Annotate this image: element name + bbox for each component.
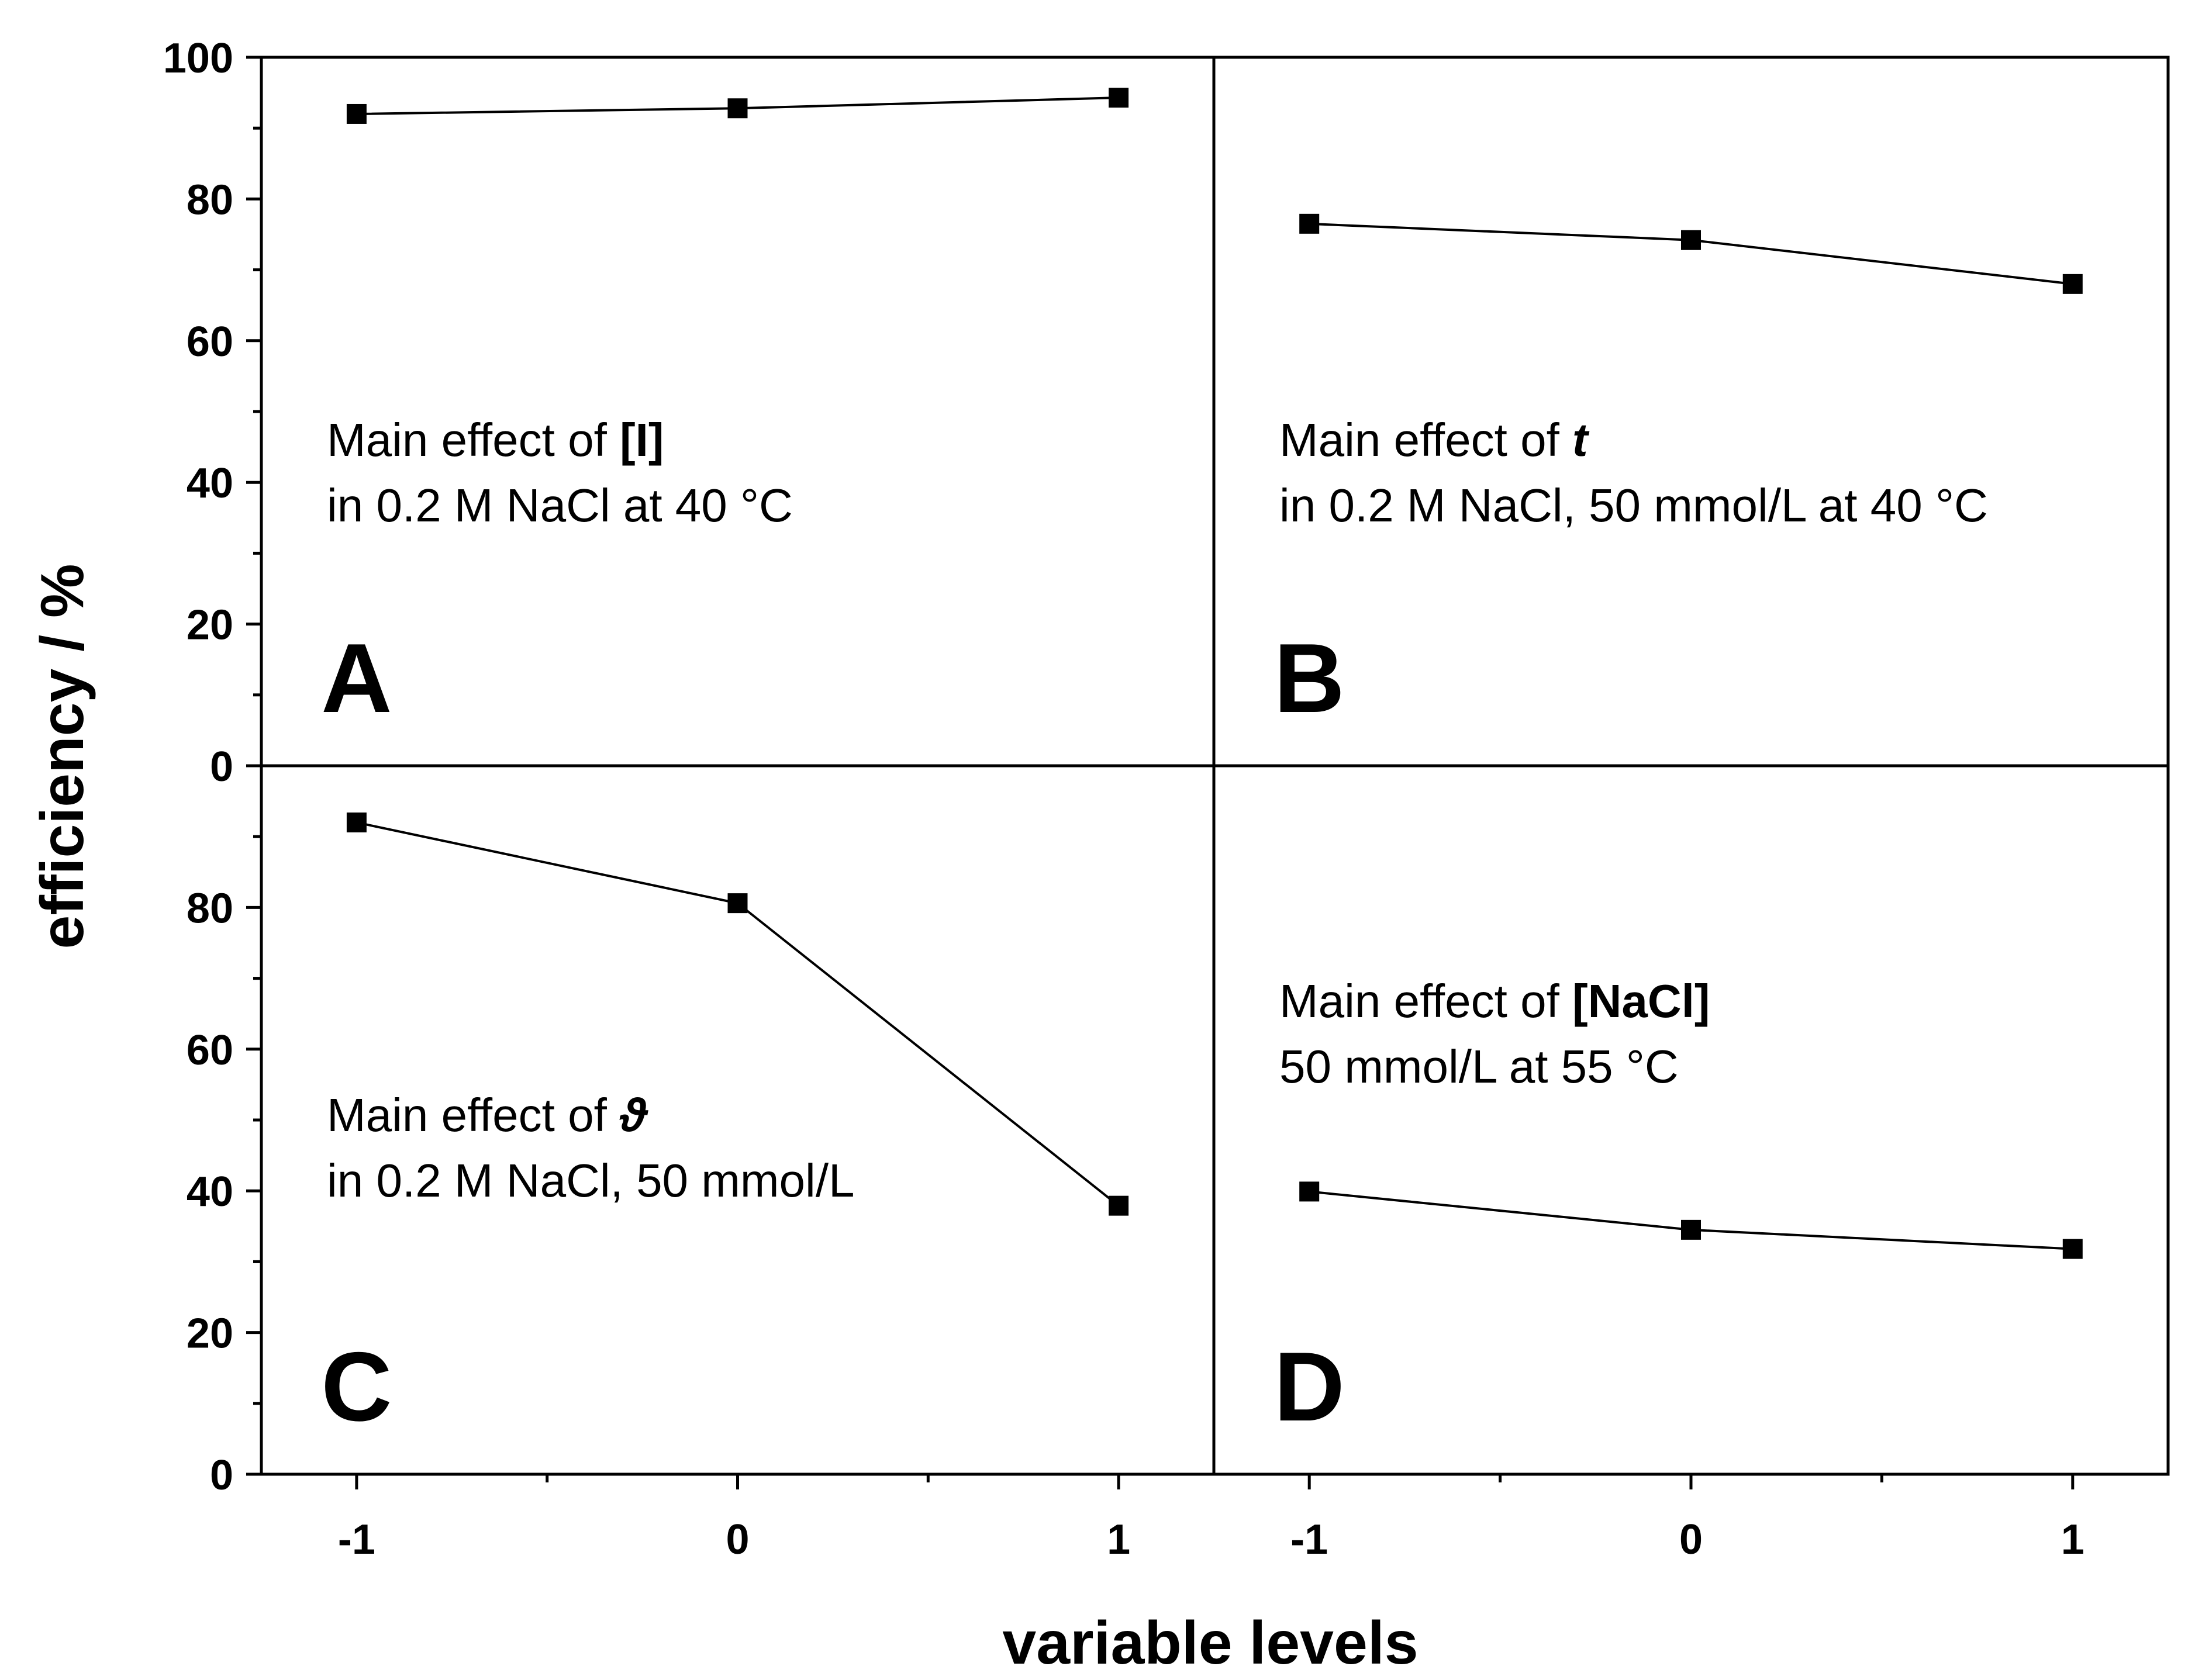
data-point-c-0 xyxy=(727,893,748,914)
annotation-title-a: Main effect of [I] xyxy=(327,414,664,466)
data-point-a-0 xyxy=(727,98,748,119)
annotation-title-b: Main effect of t xyxy=(1279,414,1590,466)
annotation-prefix: Main effect of xyxy=(1279,975,1572,1027)
data-point-b-1 xyxy=(2062,274,2083,294)
panel-letter-d: D xyxy=(1274,1332,1345,1442)
y-tick-label-top-80: 80 xyxy=(187,177,233,223)
axes-layer: 0 20 40 60 80 100 0 20 40 60 80 -1 0 1 -1 0 1 xyxy=(163,35,2170,1563)
data-point-b-0 xyxy=(1681,230,1701,250)
annotation-prefix: Main effect of xyxy=(327,414,620,466)
data-point-d--1 xyxy=(1299,1181,1320,1202)
x-tick-label-left--1: -1 xyxy=(338,1516,375,1563)
annotation-condition-d: 50 mmol/L at 55 °C xyxy=(1279,1041,1679,1093)
annotation-condition-a: in 0.2 M NaCl at 40 °C xyxy=(327,479,793,531)
panel-c xyxy=(346,812,1129,1216)
panel-a xyxy=(346,88,1129,124)
y-tick-label-bottom-20: 20 xyxy=(187,1311,233,1357)
panel-letter-c: C xyxy=(321,1332,392,1442)
y-tick-label-top-20: 20 xyxy=(187,602,233,649)
y-tick-label-top-0: 0 xyxy=(210,744,233,790)
panel-letter-b: B xyxy=(1274,623,1345,733)
x-tick-label-right--1: -1 xyxy=(1290,1516,1328,1563)
x-tick-label-left-1: 1 xyxy=(1107,1516,1130,1563)
panel-d xyxy=(1299,1181,2083,1259)
annotation-variable: [I] xyxy=(620,414,664,466)
x-tick-label-right-0: 0 xyxy=(1679,1516,1703,1563)
annotation-prefix: Main effect of xyxy=(1279,414,1572,466)
annotation-condition-b: in 0.2 M NaCl, 50 mmol/L at 40 °C xyxy=(1279,479,1988,531)
data-point-d-0 xyxy=(1681,1219,1701,1240)
y-tick-label-top-60: 60 xyxy=(187,319,233,365)
panel-b xyxy=(1299,213,2083,294)
y-tick-label-bottom-80: 80 xyxy=(187,885,233,932)
series-layer xyxy=(346,88,2083,1259)
annotation-variable: ϑ xyxy=(619,1089,648,1141)
y-tick-label-bottom-60: 60 xyxy=(187,1027,233,1074)
annotation-prefix: Main effect of xyxy=(327,1089,620,1141)
data-point-d-1 xyxy=(2062,1239,2083,1259)
y-tick-label-top-100: 100 xyxy=(163,35,233,82)
annotation-title-d: Main effect of [NaCl] xyxy=(1279,975,1710,1027)
text-layer: A Main effect of [I] in 0.2 M NaCl at 40 °… xyxy=(321,414,1987,1442)
data-point-a-1 xyxy=(1109,88,1129,108)
data-point-a--1 xyxy=(346,103,367,124)
annotation-title-c: Main effect of ϑ xyxy=(327,1089,648,1141)
y-tick-label-top-40: 40 xyxy=(187,460,233,507)
data-point-c--1 xyxy=(346,812,367,832)
y-tick-label-bottom-0: 0 xyxy=(210,1452,233,1499)
annotation-condition-c: in 0.2 M NaCl, 50 mmol/L xyxy=(327,1154,855,1207)
annotation-variable: t xyxy=(1572,414,1590,466)
x-tick-label-right-1: 1 xyxy=(2061,1516,2084,1563)
x-axis-title: variable levels xyxy=(1002,1609,1418,1677)
x-tick-label-left-0: 0 xyxy=(726,1516,749,1563)
data-point-b--1 xyxy=(1299,213,1320,234)
panel-letter-a: A xyxy=(321,623,392,733)
y-axis-title: efficiency / % xyxy=(29,564,96,949)
annotation-variable: [NaCl] xyxy=(1572,975,1710,1027)
data-point-c-1 xyxy=(1109,1195,1129,1216)
y-tick-label-bottom-40: 40 xyxy=(187,1169,233,1215)
